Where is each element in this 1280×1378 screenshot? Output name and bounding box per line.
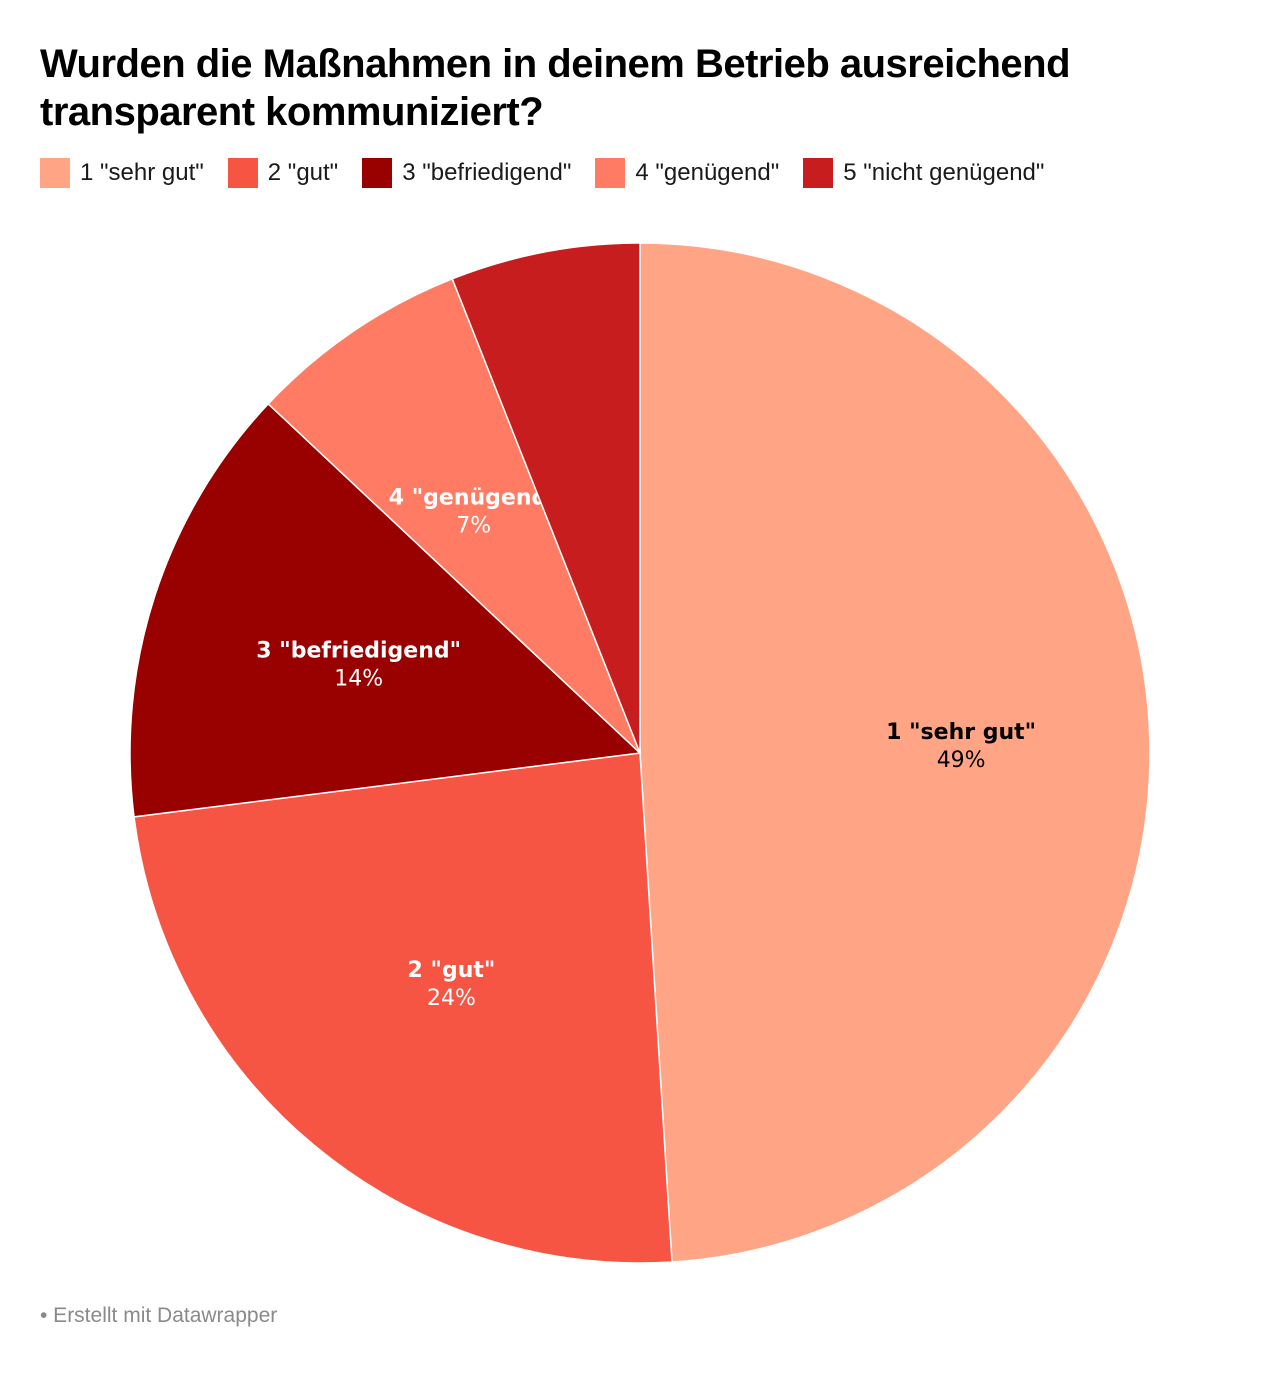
pie-slice-5 (451, 242, 641, 754)
legend-label: 2 "gut" (267, 159, 339, 186)
pie-slice-3 (129, 402, 642, 818)
pie-slice-2 (133, 752, 673, 1264)
slice-label: 1 "sehr gut" (886, 720, 1036, 745)
legend-swatch (803, 158, 834, 188)
pie-slice-4 (267, 277, 641, 754)
legend-item-4: 4 "genügend" (595, 158, 779, 188)
legend-item-2: 2 "gut" (227, 158, 339, 188)
legend-label: 5 "nicht genügend" (843, 159, 1045, 186)
slice-value-label: 14% (334, 667, 383, 692)
source-credit: • Erstellt mit Datawrapper (40, 1304, 278, 1327)
chart-legend: 1 "sehr gut" 2 "gut" 3 "befriedigend" 4 "ge… (40, 158, 1068, 188)
legend-label: 3 "befriedigend" (402, 159, 572, 186)
legend-swatch (595, 158, 626, 188)
legend-item-5: 5 "nicht genügend" (803, 158, 1044, 188)
slice-label: 2 "gut" (408, 958, 496, 983)
legend-swatch (362, 158, 393, 188)
slice-value-label: 24% (427, 986, 476, 1011)
slice-value-label: 7% (456, 513, 491, 538)
legend-label: 1 "sehr gut" (80, 159, 204, 186)
slice-label: 3 "befriedigend" (256, 639, 461, 664)
legend-item-1: 1 "sehr gut" (40, 158, 204, 188)
slice-value-label: 49% (937, 748, 986, 773)
pie-chart: 1 "sehr gut" 49% 2 "gut" 24% 3 "befriedigend… (129, 242, 1151, 1264)
legend-label: 4 "genügend" (635, 159, 780, 186)
legend-item-3: 3 "befriedigend" (362, 158, 571, 188)
pie-slice-1 (639, 242, 1151, 1263)
slice-label: 4 "genügend" (389, 485, 559, 510)
legend-swatch (227, 158, 258, 188)
chart-title: Wurden die Maßnahmen in deinem Betrieb a… (40, 42, 1071, 134)
legend-swatch (40, 158, 70, 188)
